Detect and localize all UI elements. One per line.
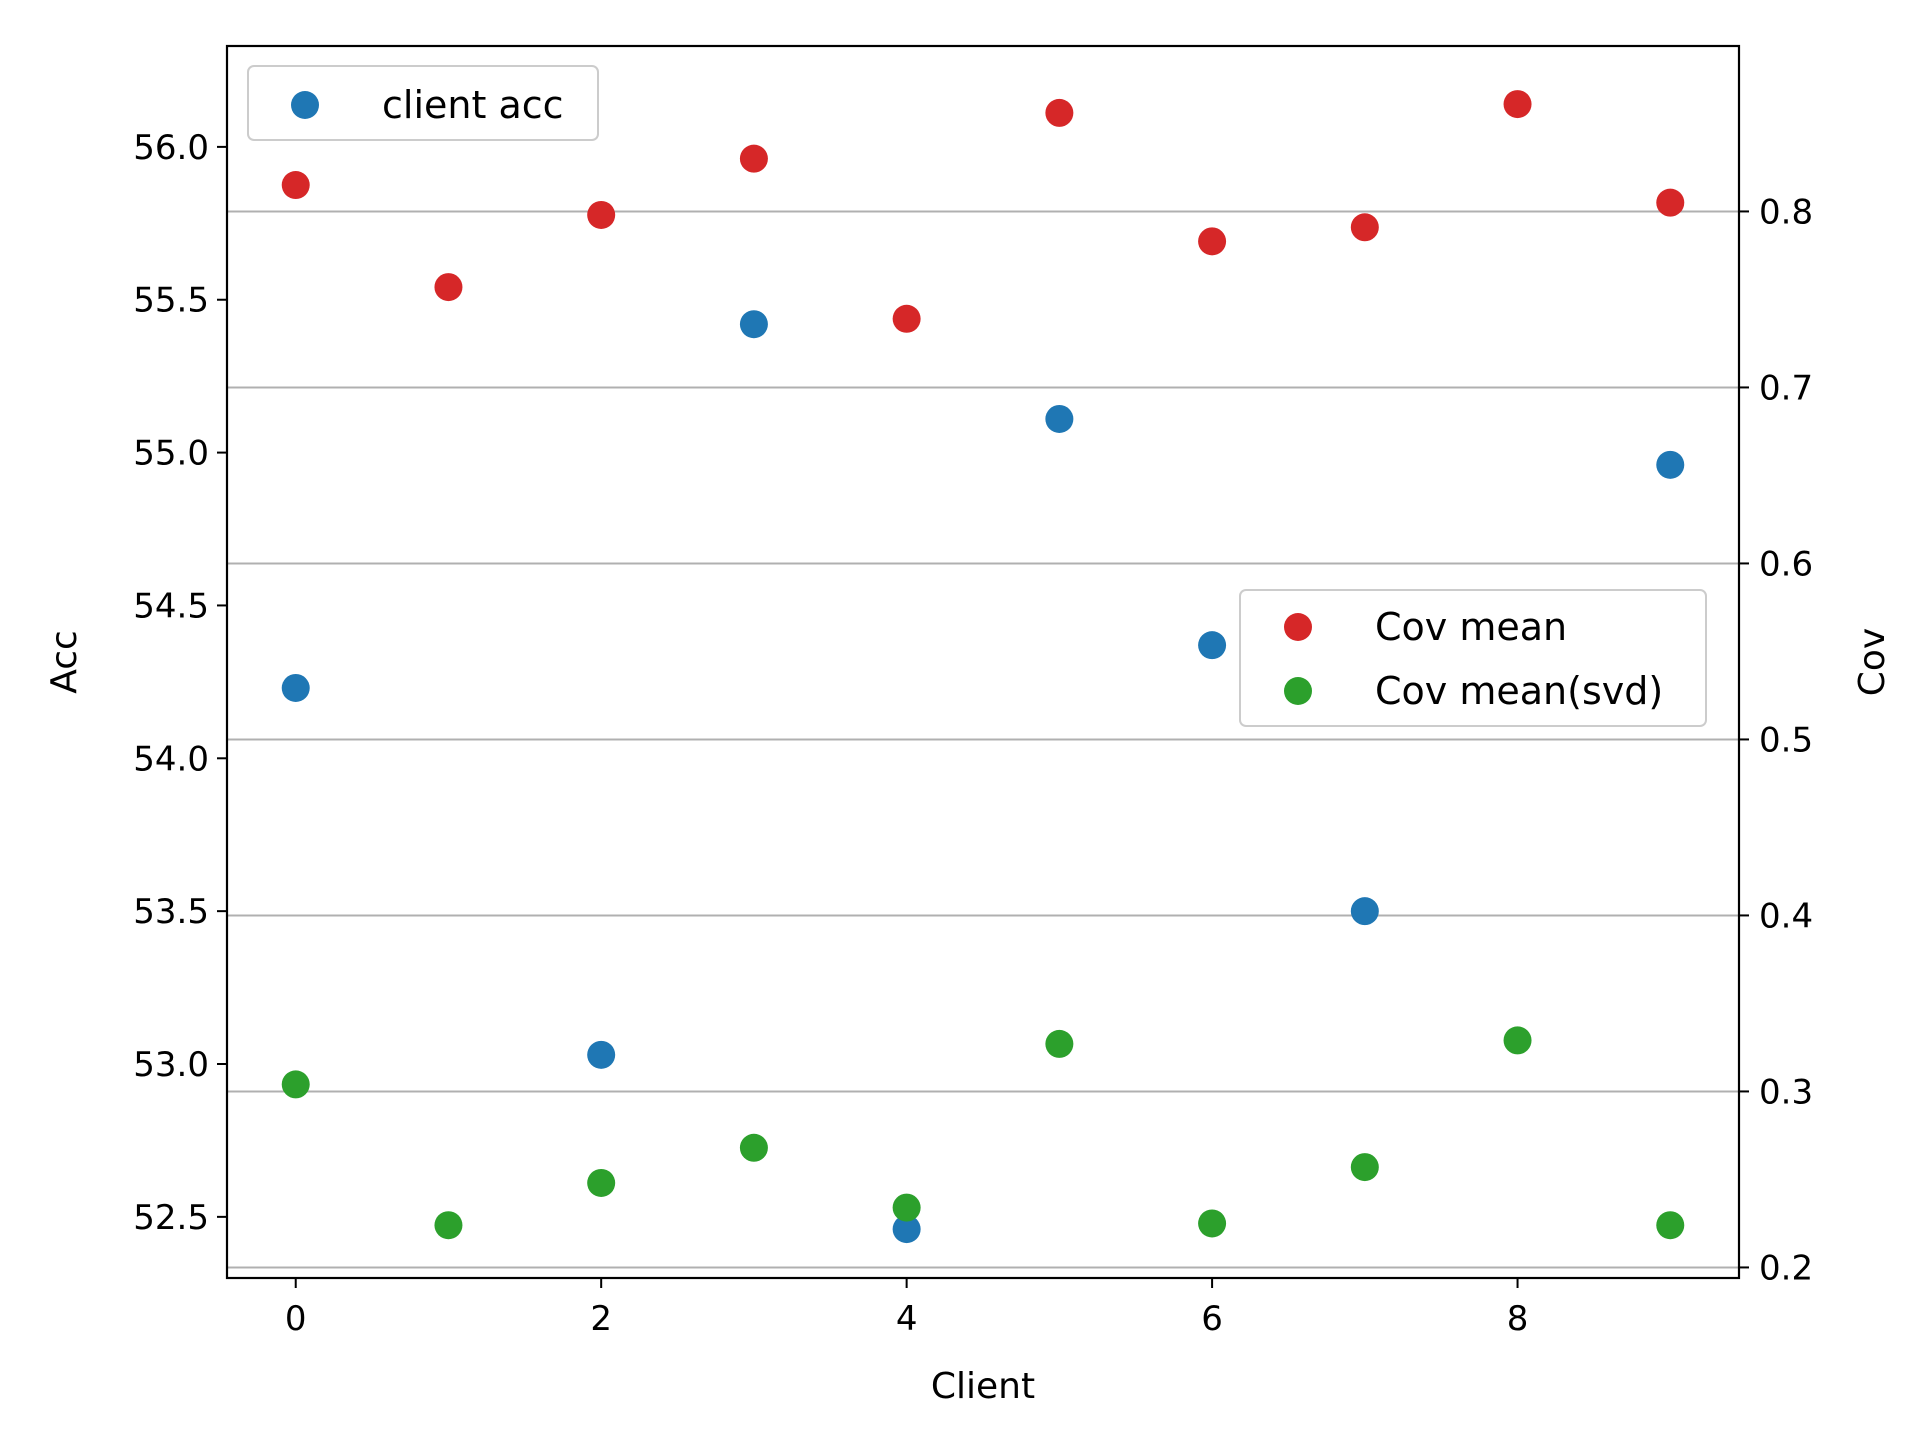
data-point xyxy=(434,273,463,302)
legend-marker xyxy=(1284,613,1312,641)
data-point xyxy=(739,1133,768,1162)
data-point xyxy=(1503,1026,1532,1055)
data-point xyxy=(1656,450,1685,479)
data-point xyxy=(1198,1209,1227,1238)
points-layer xyxy=(281,90,1685,1244)
right-axis-title: Cov xyxy=(1852,628,1893,696)
data-point xyxy=(1198,227,1227,256)
data-point xyxy=(587,1168,616,1197)
data-point xyxy=(1656,1211,1685,1240)
data-point xyxy=(739,310,768,339)
data-point xyxy=(1656,188,1685,217)
x-tick-label: 8 xyxy=(1507,1299,1529,1339)
data-point xyxy=(1503,90,1532,119)
data-point xyxy=(1198,631,1227,660)
data-point xyxy=(434,1211,463,1240)
data-point xyxy=(587,1040,616,1069)
right-y-tick-label: 0.8 xyxy=(1759,192,1813,232)
right-y-tick-label: 0.2 xyxy=(1759,1248,1813,1288)
right-y-tick-label: 0.7 xyxy=(1759,368,1813,408)
x-axis-title: Client xyxy=(931,1366,1035,1407)
left-y-tick-label: 52.5 xyxy=(133,1198,209,1238)
axes-layer: 0 2 4 6 8 52.5 53.0 53.5 54.0 54.5 55.0 55.5 56.0 0.2… xyxy=(133,128,1813,1339)
data-point xyxy=(281,673,310,702)
legend-layer: client acc Cov mean Cov mean(svd) xyxy=(247,65,1707,727)
data-point xyxy=(892,304,921,333)
right-y-tick-label: 0.6 xyxy=(1759,544,1813,584)
x-tick-label: 6 xyxy=(1201,1299,1223,1339)
left-y-tick-label: 56.0 xyxy=(133,128,209,168)
x-tick-label: 2 xyxy=(590,1299,612,1339)
left-y-tick-label: 54.0 xyxy=(133,739,209,779)
left-y-tick-label: 55.5 xyxy=(133,281,209,321)
data-point xyxy=(281,1070,310,1099)
data-point xyxy=(1045,1029,1074,1058)
legend-marker xyxy=(1284,677,1312,705)
data-point xyxy=(1045,404,1074,433)
right-y-tick-label: 0.4 xyxy=(1759,896,1813,936)
right-y-tick-label: 0.3 xyxy=(1759,1072,1813,1112)
data-point xyxy=(1045,98,1074,127)
legend-box xyxy=(247,65,599,141)
left-axis-title: Acc xyxy=(44,630,85,694)
x-tick-label: 4 xyxy=(896,1299,918,1339)
left-y-tick-label: 53.5 xyxy=(133,892,209,932)
x-tick-label: 0 xyxy=(285,1299,307,1339)
left-y-tick-label: 54.5 xyxy=(133,586,209,626)
legend-marker xyxy=(291,91,319,119)
data-point xyxy=(587,200,616,229)
plot-frame xyxy=(225,44,1741,1280)
left-y-tick-label: 55.0 xyxy=(133,434,209,474)
data-point xyxy=(892,1215,921,1244)
data-point xyxy=(281,171,310,200)
legend-label: client acc xyxy=(382,83,564,127)
data-point xyxy=(892,1193,921,1222)
legend-label: Cov mean xyxy=(1375,605,1567,649)
data-point xyxy=(1350,213,1379,242)
data-point xyxy=(739,144,768,173)
data-point xyxy=(1350,897,1379,926)
legend-box xyxy=(1239,589,1707,727)
legend-label: Cov mean(svd) xyxy=(1375,669,1663,713)
right-y-tick-label: 0.5 xyxy=(1759,720,1813,760)
grid-layer xyxy=(227,210,1739,1269)
data-point xyxy=(1350,1153,1379,1182)
left-y-tick-label: 53.0 xyxy=(133,1045,209,1085)
